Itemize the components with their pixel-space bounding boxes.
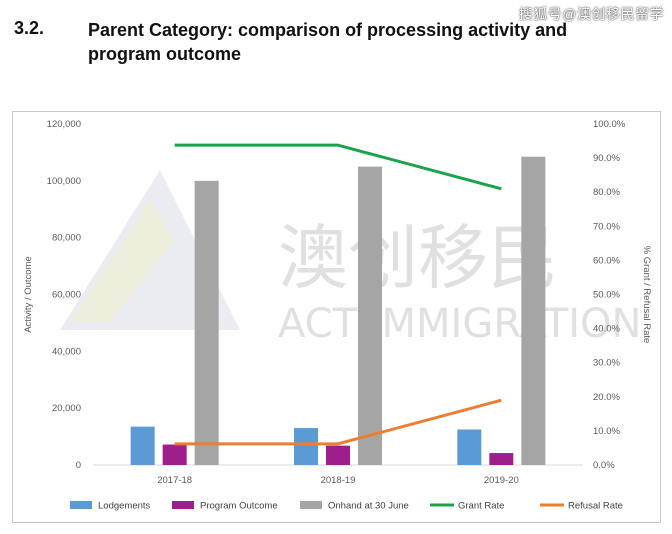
y-right-tick-label: 70.0% xyxy=(593,221,620,232)
legend-label-program-outcome: Program Outcome xyxy=(200,501,278,512)
x-tick-label: 2018-19 xyxy=(321,475,356,486)
bar-onhand-at-30-june-2018-19 xyxy=(358,166,382,465)
bar-onhand-at-30-june-2017-18 xyxy=(194,180,219,466)
bar-lodgements-2018-19 xyxy=(294,428,318,465)
y-left-axis-title: Activity / Outcome xyxy=(23,256,34,333)
legend-swatch-onhand-at-30-june xyxy=(300,501,322,509)
y-right-tick-label: 80.0% xyxy=(593,187,620,198)
watermark-logo-stripe xyxy=(70,200,175,322)
y-right-axis-title: % Grant / Refusal Rate xyxy=(641,246,652,344)
bar-onhand-at-30-june-2019-20 xyxy=(521,156,546,465)
bar-program-outcome-2017-18 xyxy=(162,444,187,465)
x-tick-label: 2017-18 xyxy=(157,475,192,486)
legend-swatch-program-outcome xyxy=(172,501,194,509)
section-number: 3.2. xyxy=(14,18,45,38)
page-title: Parent Category: comparison of processin… xyxy=(88,20,568,64)
y-left-tick-label: 100,000 xyxy=(47,176,81,187)
bar-program-outcome-2018-19 xyxy=(326,445,350,465)
bars-layer xyxy=(130,156,546,466)
y-left-tick-label: 40,000 xyxy=(52,346,81,357)
bar-lodgements-2017-18 xyxy=(130,426,155,465)
line-refusal-rate xyxy=(174,398,502,446)
bar-lodgements-2019-20 xyxy=(457,429,482,465)
y-left-tick-label: 60,000 xyxy=(52,290,81,301)
watermark-text-cn: 澳创移民 xyxy=(278,217,558,299)
legend-label-lodgements: Lodgements xyxy=(98,501,151,512)
bar-program-outcome-2019-20 xyxy=(489,453,514,465)
watermark-layer: 澳创移民 ACT IMMIGRATION xyxy=(60,170,641,347)
y-left-tick-label: 80,000 xyxy=(52,233,81,244)
legend: Lodgements Program Outcome Onhand at 30 Ju… xyxy=(70,501,623,512)
corner-watermark: 搜狐号@澳创移民留学 xyxy=(518,6,664,22)
legend-label-refusal-rate: Refusal Rate xyxy=(568,501,623,512)
y-right-tick-label: 20.0% xyxy=(593,392,620,403)
y-left-tick-label: 0 xyxy=(76,460,81,471)
legend-label-grant-rate: Grant Rate xyxy=(458,501,504,512)
legend-label-onhand-at-30-june: Onhand at 30 June xyxy=(328,501,409,512)
x-tick-label: 2019-20 xyxy=(484,475,519,486)
lines-layer xyxy=(174,143,502,446)
y-right-tick-label: 90.0% xyxy=(593,153,620,164)
watermark-text-en: ACT IMMIGRATION xyxy=(278,301,641,347)
y-left-tick-label: 20,000 xyxy=(52,403,81,414)
y-right-tick-label: 0.0% xyxy=(593,460,615,471)
y-right-tick-label: 40.0% xyxy=(593,324,620,335)
y-right-tick-label: 30.0% xyxy=(593,358,620,369)
y-right-tick-label: 60.0% xyxy=(593,255,620,266)
y-right-tick-label: 50.0% xyxy=(593,290,620,301)
line-grant-rate xyxy=(174,143,502,191)
y-left-tick-label: 120,000 xyxy=(47,119,81,130)
y-right-tick-label: 100.0% xyxy=(593,119,626,130)
y-right-tick-label: 10.0% xyxy=(593,426,620,437)
legend-swatch-lodgements xyxy=(70,501,92,509)
chart-frame xyxy=(12,111,661,523)
